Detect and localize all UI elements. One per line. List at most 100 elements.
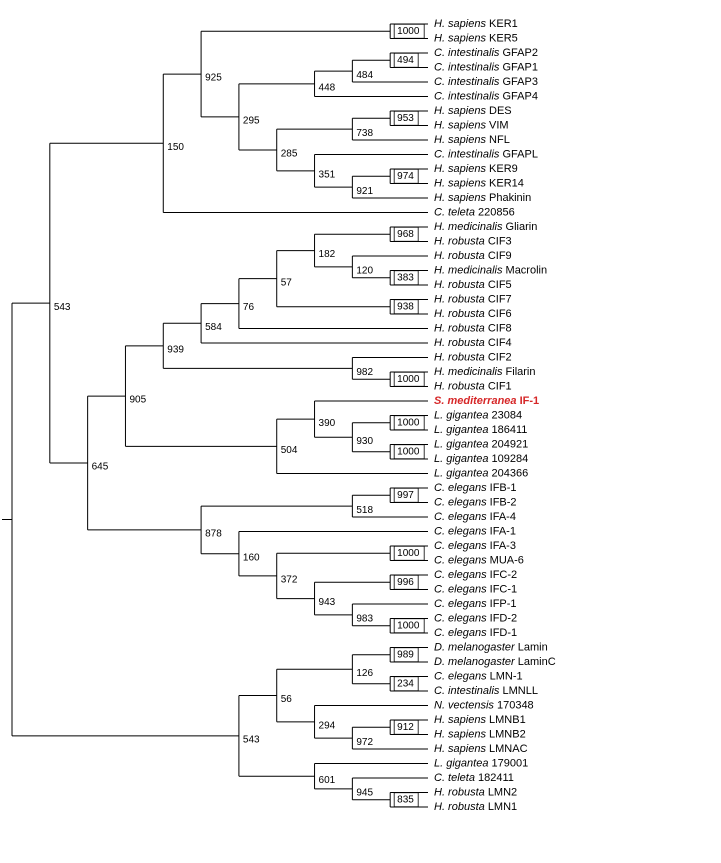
svg-text:234: 234 bbox=[397, 678, 414, 689]
svg-text:H. robusta CIF7: H. robusta CIF7 bbox=[434, 293, 512, 305]
svg-text:S. mediterranea IF-1: S. mediterranea IF-1 bbox=[434, 395, 539, 407]
svg-text:C. elegans IFD-1: C. elegans IFD-1 bbox=[434, 627, 517, 639]
svg-text:1000: 1000 bbox=[397, 548, 420, 559]
svg-text:D. melanogaster Lamin: D. melanogaster Lamin bbox=[434, 641, 548, 653]
svg-text:H. robusta LMN2: H. robusta LMN2 bbox=[434, 786, 517, 798]
svg-text:126: 126 bbox=[356, 668, 373, 679]
svg-text:989: 989 bbox=[397, 649, 414, 660]
svg-text:H. robusta CIF8: H. robusta CIF8 bbox=[434, 322, 512, 334]
svg-text:H. sapiens KER1: H. sapiens KER1 bbox=[434, 18, 518, 30]
svg-text:921: 921 bbox=[356, 186, 373, 197]
svg-text:56: 56 bbox=[281, 694, 293, 705]
svg-text:C. elegans MUA-6: C. elegans MUA-6 bbox=[434, 554, 524, 566]
svg-text:H. sapiens LMNAC: H. sapiens LMNAC bbox=[434, 743, 528, 755]
svg-text:1000: 1000 bbox=[397, 374, 420, 385]
svg-text:484: 484 bbox=[356, 70, 373, 81]
svg-text:835: 835 bbox=[397, 794, 414, 805]
svg-text:N. vectensis 170348: N. vectensis 170348 bbox=[434, 699, 534, 711]
svg-text:H. medicinalis Filarin: H. medicinalis Filarin bbox=[434, 366, 535, 378]
svg-text:294: 294 bbox=[319, 720, 336, 731]
svg-text:912: 912 bbox=[397, 722, 414, 733]
svg-text:1000: 1000 bbox=[397, 417, 420, 428]
svg-text:925: 925 bbox=[205, 73, 222, 84]
svg-text:C. intestinalis LMNLL: C. intestinalis LMNLL bbox=[434, 685, 538, 697]
svg-text:372: 372 bbox=[281, 575, 298, 586]
svg-text:L. gigantea 179001: L. gigantea 179001 bbox=[434, 757, 528, 769]
svg-text:H. sapiens LMNB2: H. sapiens LMNB2 bbox=[434, 728, 526, 740]
svg-text:76: 76 bbox=[243, 302, 255, 313]
svg-text:H. sapiens DES: H. sapiens DES bbox=[434, 105, 512, 117]
svg-text:504: 504 bbox=[281, 445, 298, 456]
svg-text:1000: 1000 bbox=[397, 26, 420, 37]
svg-text:974: 974 bbox=[397, 171, 414, 182]
svg-text:C. intestinalis GFAPL: C. intestinalis GFAPL bbox=[434, 148, 538, 160]
svg-text:H. sapiens KER5: H. sapiens KER5 bbox=[434, 32, 518, 44]
svg-text:939: 939 bbox=[167, 344, 184, 355]
svg-text:968: 968 bbox=[397, 229, 414, 240]
svg-text:C. elegans IFA-4: C. elegans IFA-4 bbox=[434, 511, 516, 523]
svg-text:351: 351 bbox=[319, 169, 336, 180]
svg-text:182: 182 bbox=[319, 249, 336, 260]
phylogenetic-tree: H. sapiens KER1 H. sapiens KER5 1000 C. int… bbox=[0, 0, 721, 863]
svg-text:H. sapiens VIM: H. sapiens VIM bbox=[434, 119, 509, 131]
svg-text:285: 285 bbox=[281, 149, 298, 160]
svg-text:938: 938 bbox=[397, 301, 414, 312]
svg-text:H. medicinalis Gliarin: H. medicinalis Gliarin bbox=[434, 221, 537, 233]
svg-text:448: 448 bbox=[319, 82, 336, 93]
svg-text:543: 543 bbox=[54, 302, 71, 313]
svg-text:C. teleta 220856: C. teleta 220856 bbox=[434, 206, 515, 218]
svg-text:518: 518 bbox=[356, 505, 373, 516]
svg-text:H. robusta CIF3: H. robusta CIF3 bbox=[434, 235, 512, 247]
svg-text:494: 494 bbox=[397, 55, 414, 66]
svg-text:H. robusta CIF6: H. robusta CIF6 bbox=[434, 308, 512, 320]
svg-text:878: 878 bbox=[205, 529, 222, 540]
svg-text:H. sapiens KER9: H. sapiens KER9 bbox=[434, 163, 518, 175]
svg-text:C. elegans IFC-1: C. elegans IFC-1 bbox=[434, 583, 517, 595]
svg-text:943: 943 bbox=[319, 597, 336, 608]
svg-text:C. intestinalis GFAP4: C. intestinalis GFAP4 bbox=[434, 90, 538, 102]
svg-text:H. sapiens LMNB1: H. sapiens LMNB1 bbox=[434, 714, 526, 726]
svg-text:H. robusta CIF1: H. robusta CIF1 bbox=[434, 380, 512, 392]
svg-text:D. melanogaster LaminC: D. melanogaster LaminC bbox=[434, 656, 556, 668]
svg-text:997: 997 bbox=[397, 490, 414, 501]
svg-text:982: 982 bbox=[356, 367, 373, 378]
svg-text:L. gigantea 23084: L. gigantea 23084 bbox=[434, 409, 522, 421]
svg-text:H. sapiens KER14: H. sapiens KER14 bbox=[434, 177, 524, 189]
svg-text:H. robusta CIF5: H. robusta CIF5 bbox=[434, 279, 512, 291]
svg-text:930: 930 bbox=[356, 436, 373, 447]
svg-text:C. elegans IFA-3: C. elegans IFA-3 bbox=[434, 540, 516, 552]
svg-text:H. medicinalis Macrolin: H. medicinalis Macrolin bbox=[434, 264, 547, 276]
svg-text:C. elegans IFP-1: C. elegans IFP-1 bbox=[434, 598, 517, 610]
svg-text:L. gigantea 204921: L. gigantea 204921 bbox=[434, 438, 528, 450]
svg-text:150: 150 bbox=[167, 142, 184, 153]
svg-text:C. elegans IFB-2: C. elegans IFB-2 bbox=[434, 496, 517, 508]
svg-text:C. elegans IFB-1: C. elegans IFB-1 bbox=[434, 482, 517, 494]
svg-text:C. intestinalis GFAP3: C. intestinalis GFAP3 bbox=[434, 76, 538, 88]
svg-text:L. gigantea 109284: L. gigantea 109284 bbox=[434, 453, 528, 465]
svg-text:L. gigantea 204366: L. gigantea 204366 bbox=[434, 467, 528, 479]
svg-text:C. elegans IFC-2: C. elegans IFC-2 bbox=[434, 569, 517, 581]
svg-text:H. robusta CIF9: H. robusta CIF9 bbox=[434, 250, 512, 262]
svg-text:120: 120 bbox=[356, 266, 373, 277]
svg-text:996: 996 bbox=[397, 577, 414, 588]
svg-text:57: 57 bbox=[281, 277, 293, 288]
svg-text:C. intestinalis GFAP2: C. intestinalis GFAP2 bbox=[434, 47, 538, 59]
svg-text:953: 953 bbox=[397, 113, 414, 124]
svg-text:H. sapiens NFL: H. sapiens NFL bbox=[434, 134, 510, 146]
svg-text:601: 601 bbox=[319, 775, 336, 786]
svg-text:390: 390 bbox=[319, 418, 336, 429]
svg-text:H. robusta CIF2: H. robusta CIF2 bbox=[434, 351, 512, 363]
svg-text:645: 645 bbox=[92, 462, 109, 473]
svg-text:738: 738 bbox=[356, 128, 373, 139]
svg-text:L. gigantea 186411: L. gigantea 186411 bbox=[434, 424, 527, 436]
svg-text:C. elegans IFD-2: C. elegans IFD-2 bbox=[434, 612, 517, 624]
svg-text:1000: 1000 bbox=[397, 446, 420, 457]
svg-text:295: 295 bbox=[243, 116, 260, 127]
svg-text:945: 945 bbox=[356, 788, 373, 799]
svg-text:C. elegans IFA-1: C. elegans IFA-1 bbox=[434, 525, 516, 537]
svg-text:H. sapiens Phakinin: H. sapiens Phakinin bbox=[434, 192, 531, 204]
svg-text:C. teleta 182411: C. teleta 182411 bbox=[434, 772, 514, 784]
svg-text:C. elegans LMN-1: C. elegans LMN-1 bbox=[434, 670, 523, 682]
svg-text:905: 905 bbox=[129, 395, 146, 406]
svg-text:160: 160 bbox=[243, 552, 260, 563]
